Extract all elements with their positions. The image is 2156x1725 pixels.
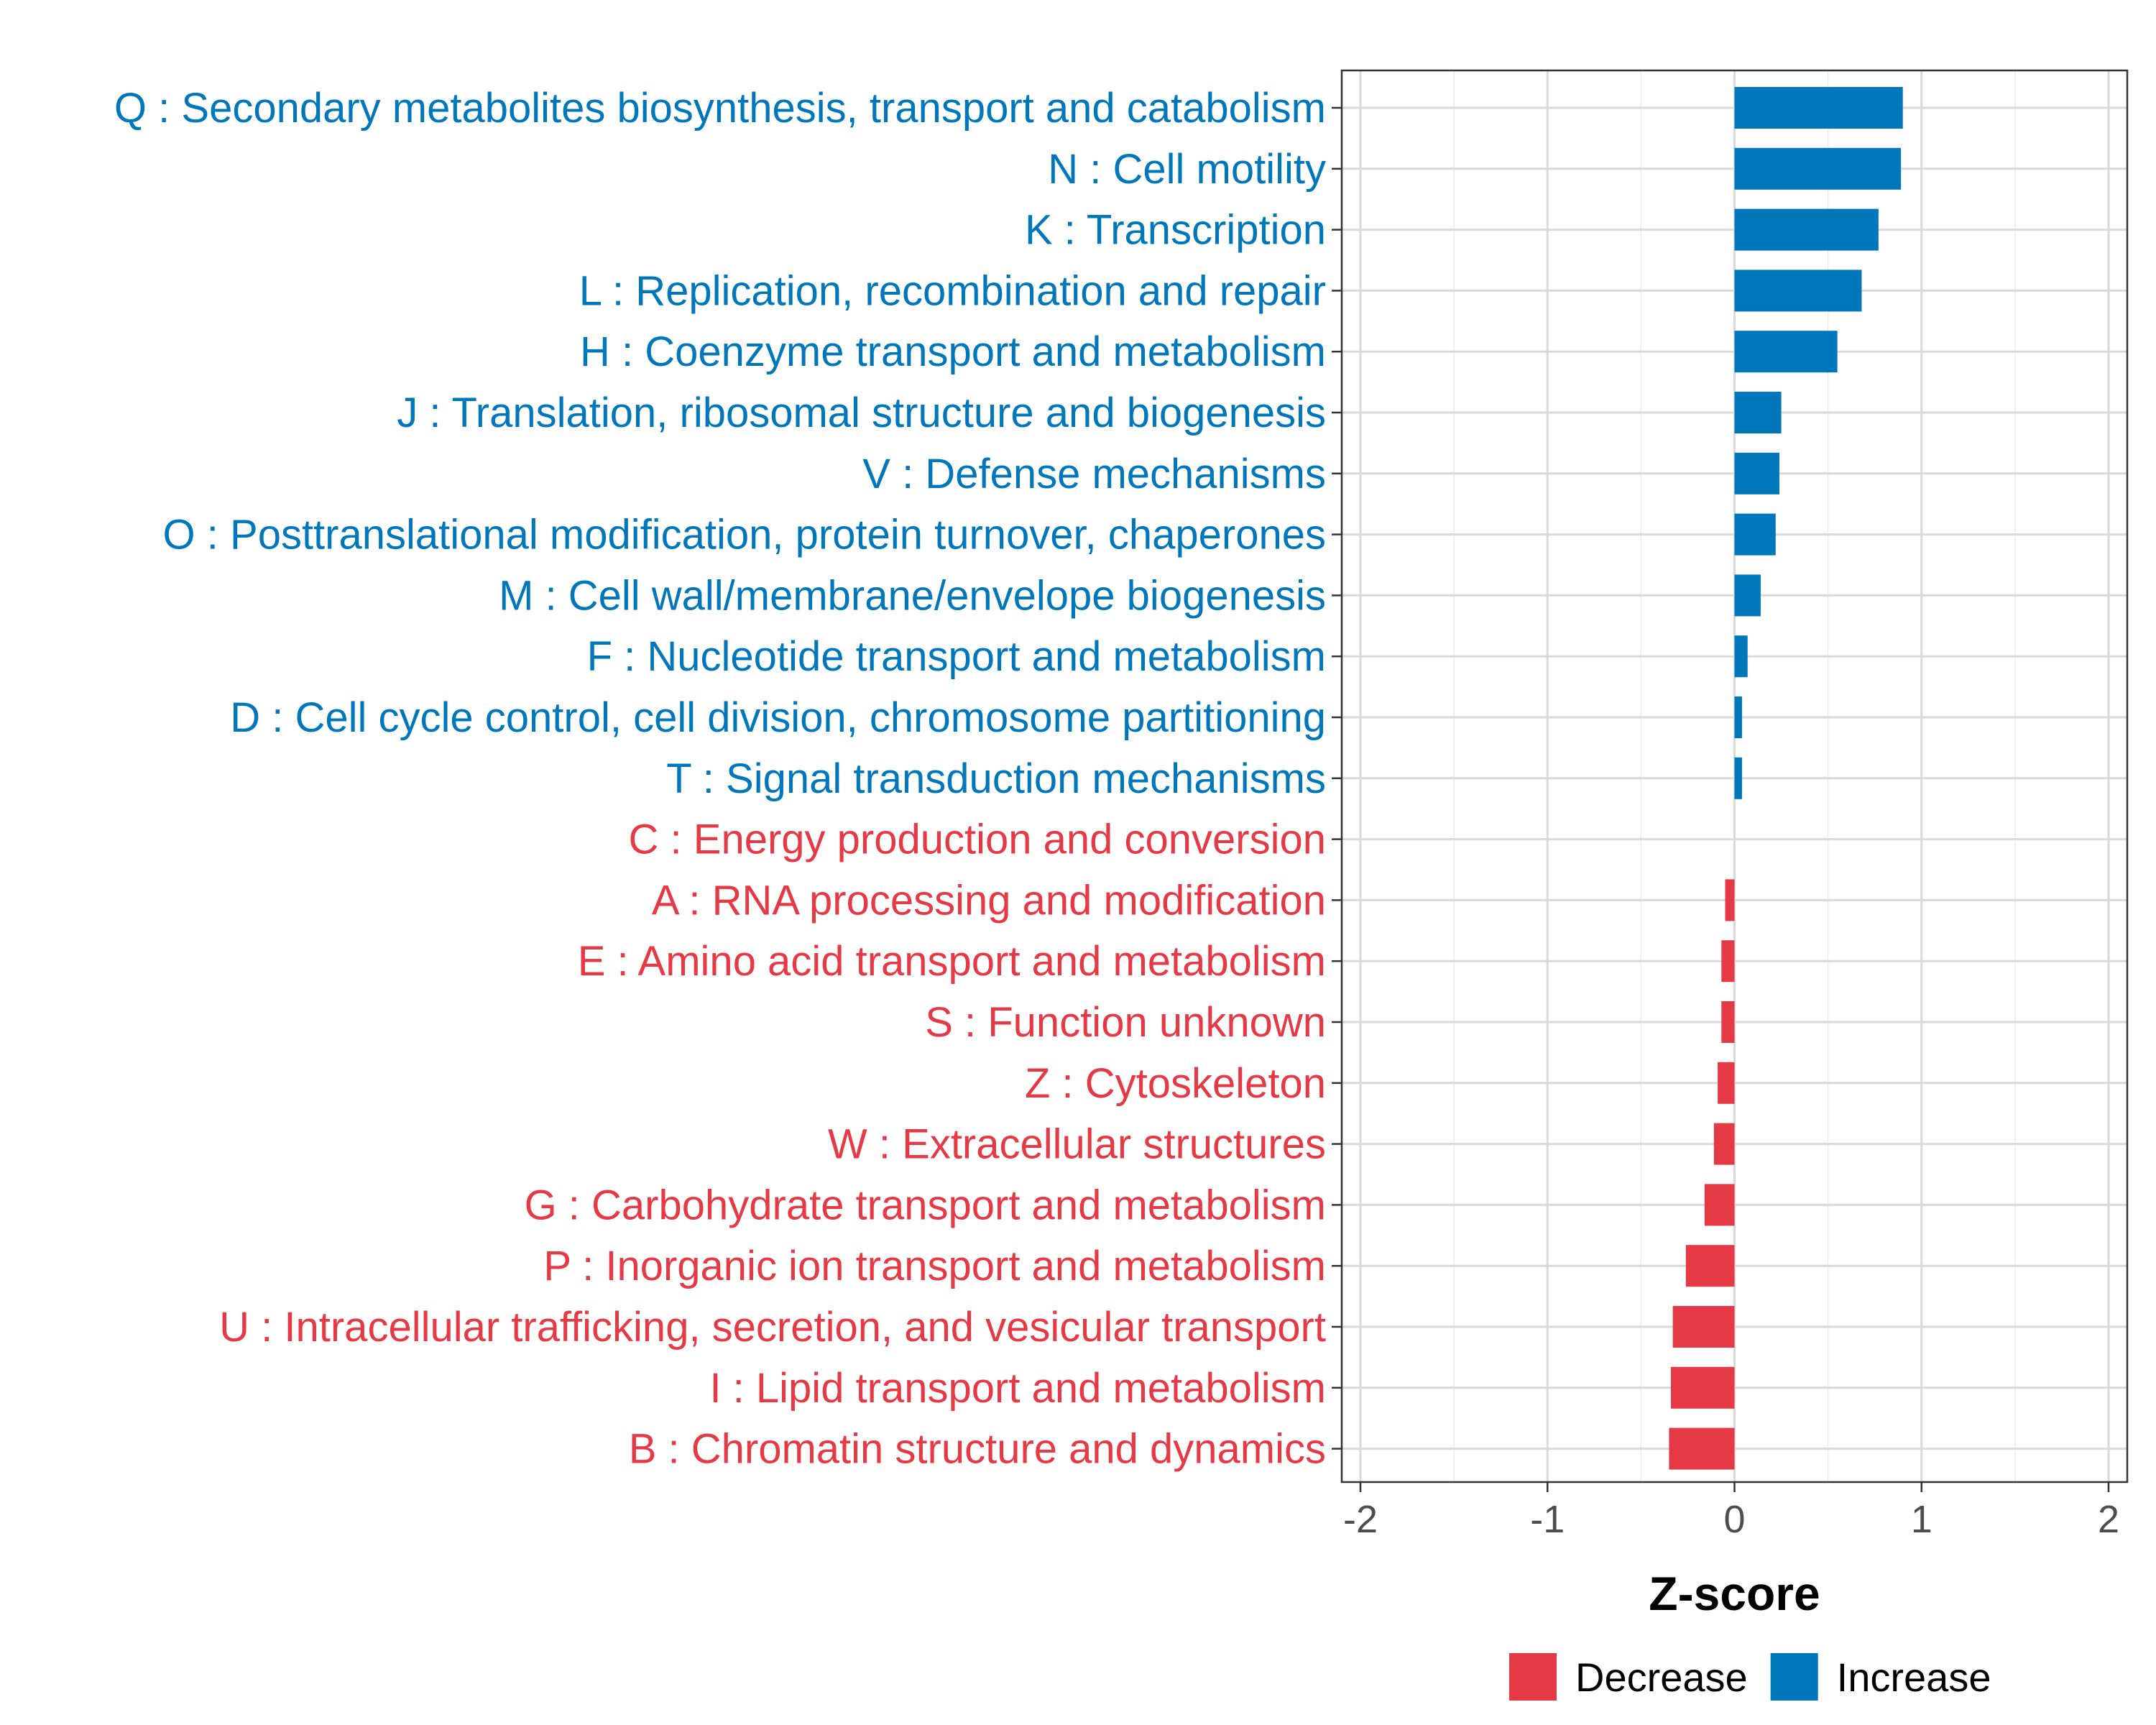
bar-s: [1721, 1001, 1735, 1043]
bar-w: [1713, 1123, 1735, 1165]
x-tick-label-2: 0: [1723, 1498, 1745, 1541]
bar-d: [1734, 696, 1742, 738]
bar-i: [1671, 1366, 1735, 1409]
category-label-v: V : Defense mechanisms: [862, 451, 1326, 497]
x-axis-ticks: [1359, 1482, 2110, 1492]
category-label-o: O : Posttranslational modification, prot…: [163, 512, 1326, 558]
category-labels: Q : Secondary metabolites biosynthesis, …: [114, 85, 1326, 1473]
category-label-q: Q : Secondary metabolites biosynthesis, …: [114, 85, 1326, 132]
legend-label-increase: Increase: [1837, 1655, 1991, 1700]
x-tick-label-4: 2: [2098, 1498, 2119, 1541]
category-label-c: C : Energy production and conversion: [629, 816, 1326, 863]
bar-f: [1734, 635, 1748, 678]
bar-n: [1734, 147, 1902, 190]
legend-item-decrease: Decrease: [1509, 1653, 1748, 1701]
category-label-z: Z : Cytoskeleton: [1025, 1060, 1326, 1107]
category-label-e: E : Amino acid transport and metabolism: [578, 938, 1326, 985]
category-label-u: U : Intracellular trafficking, secretion…: [219, 1304, 1326, 1351]
bar-q: [1734, 87, 1903, 129]
bar-a: [1725, 879, 1735, 921]
x-tick-label-1: -1: [1530, 1498, 1565, 1541]
category-label-t: T : Signal transduction mechanisms: [666, 755, 1326, 802]
category-label-b: B : Chromatin structure and dynamics: [629, 1426, 1326, 1473]
x-tick-labels: -2 -1 0 1 2: [1343, 1498, 2119, 1541]
vertical-gridlines: [1359, 70, 2110, 1482]
category-label-f: F : Nucleotide transport and metabolism: [587, 633, 1326, 680]
bar-t: [1734, 757, 1742, 799]
legend-label-decrease: Decrease: [1575, 1655, 1748, 1700]
category-label-p: P : Inorganic ion transport and metaboli…: [543, 1243, 1326, 1289]
category-label-a: A : RNA processing and modification: [652, 877, 1326, 924]
bar-l: [1734, 270, 1862, 312]
bar-v: [1734, 452, 1779, 494]
bar-j: [1734, 392, 1782, 433]
category-label-g: G : Carbohydrate transport and metabolis…: [525, 1182, 1326, 1228]
bars: [1669, 87, 1903, 1470]
category-label-h: H : Coenzyme transport and metabolism: [580, 328, 1326, 375]
bar-g: [1704, 1184, 1735, 1226]
bar-b: [1669, 1427, 1735, 1470]
bar-p: [1685, 1245, 1735, 1287]
legend-key-decrease: [1509, 1653, 1557, 1701]
category-label-m: M : Cell wall/membrane/envelope biogenes…: [499, 572, 1326, 619]
bar-h: [1734, 331, 1838, 373]
category-label-w: W : Extracellular structures: [828, 1121, 1326, 1168]
category-label-j: J : Translation, ribosomal structure and…: [397, 390, 1326, 436]
category-label-i: I : Lipid transport and metabolism: [709, 1365, 1326, 1412]
category-label-k: K : Transcription: [1025, 207, 1326, 254]
x-axis-title: Z-score: [1649, 1567, 1820, 1620]
category-label-s: S : Function unknown: [925, 999, 1326, 1046]
legend-key-increase: [1770, 1653, 1818, 1701]
bar-u: [1672, 1306, 1735, 1348]
category-label-n: N : Cell motility: [1048, 146, 1326, 193]
bar-k: [1734, 208, 1879, 251]
legend: Decrease Increase: [1509, 1653, 1991, 1701]
category-label-l: L : Replication, recombination and repai…: [579, 267, 1326, 314]
bar-o: [1734, 513, 1776, 556]
bar-m: [1734, 574, 1761, 617]
category-label-d: D : Cell cycle control, cell division, c…: [230, 694, 1326, 741]
y-axis-ticks: [1332, 106, 1342, 1450]
bar-e: [1721, 940, 1735, 983]
x-tick-label-3: 1: [1911, 1498, 1932, 1541]
x-tick-label-0: -2: [1343, 1498, 1378, 1541]
legend-item-increase: Increase: [1770, 1653, 1991, 1701]
bar-z: [1718, 1062, 1735, 1104]
